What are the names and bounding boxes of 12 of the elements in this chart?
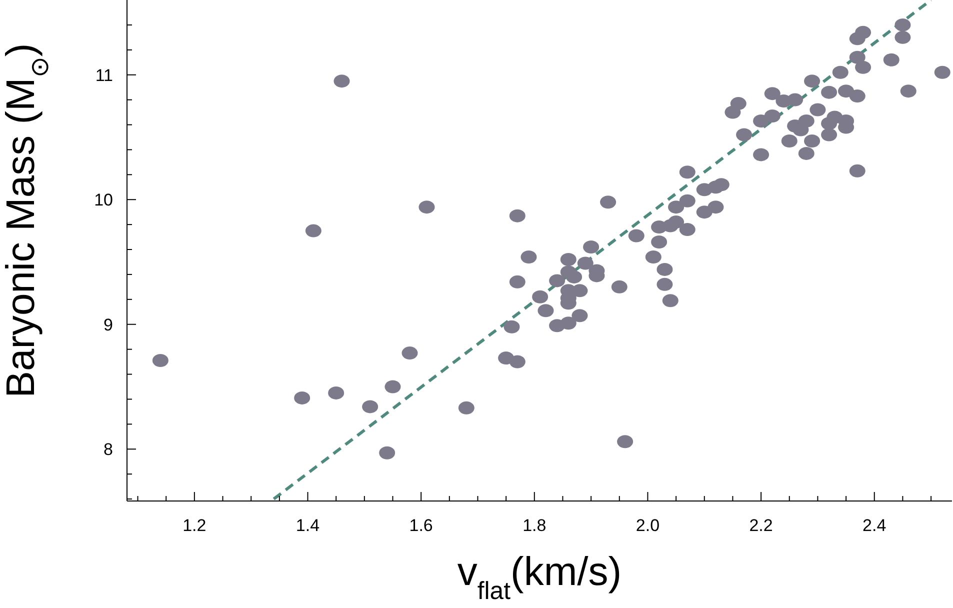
y-tick-label: 8 <box>104 440 113 460</box>
x-tick-label: 2.0 <box>636 516 660 535</box>
x-tick-label: 1.4 <box>296 516 320 535</box>
x-tick-label: 2.4 <box>862 516 886 535</box>
y-tick-label: 10 <box>94 190 113 210</box>
x-tick-label: 1.8 <box>522 516 546 535</box>
y-tick-label: 11 <box>95 66 113 85</box>
x-tick-label: 1.2 <box>182 516 206 535</box>
x-tick-label: 1.6 <box>409 516 433 535</box>
y-tick-label: 9 <box>104 315 113 334</box>
x-tick-label: 2.2 <box>749 516 773 535</box>
x-axis-title: v$_{flat}$(km/s) <box>457 550 622 604</box>
